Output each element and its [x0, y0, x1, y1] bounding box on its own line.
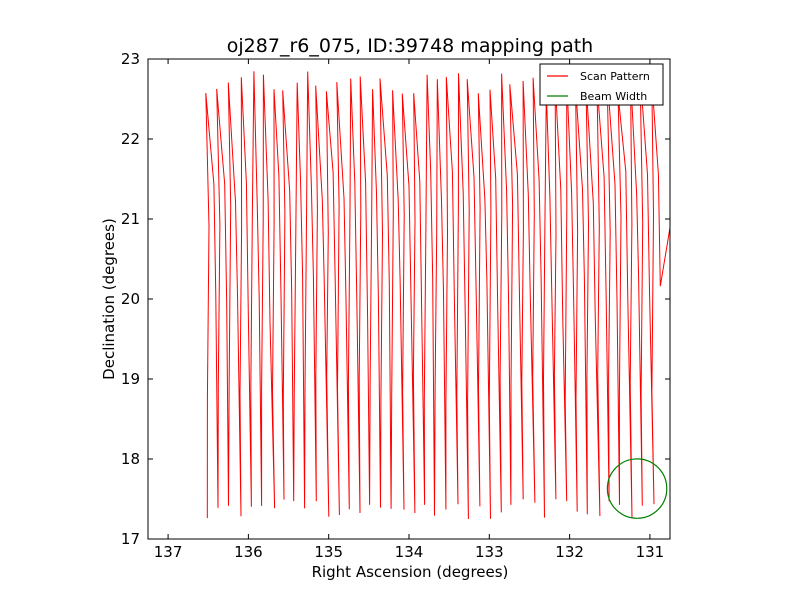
x-tick-label: 134 [395, 543, 424, 561]
x-ticks: 137 136 135 134 133 132 131 [154, 59, 664, 561]
x-tick-label: 135 [314, 543, 343, 561]
y-tick-label: 18 [121, 450, 140, 468]
y-tick-label: 21 [121, 210, 140, 228]
plot-area [205, 71, 670, 520]
y-tick-label: 20 [121, 290, 140, 308]
x-tick-label: 132 [555, 543, 584, 561]
y-tick-label: 17 [121, 530, 140, 548]
y-tick-label: 22 [121, 130, 140, 148]
chart-title: oj287_r6_075, ID:39748 mapping path [227, 35, 593, 57]
scan-pattern-line [205, 71, 670, 520]
y-ticks: 17 18 19 20 21 22 23 [121, 50, 670, 548]
x-tick-label: 131 [636, 543, 665, 561]
y-tick-label: 19 [121, 370, 140, 388]
scan-pattern-series [205, 71, 670, 520]
x-tick-label: 137 [154, 543, 183, 561]
legend-beam-label: Beam Width [580, 90, 647, 103]
beam-width-circle [606, 458, 668, 519]
legend-box [539, 63, 664, 106]
x-axis-label: Right Ascension (degrees) [312, 563, 509, 581]
y-axis-label: Declination (degrees) [100, 218, 118, 380]
x-tick-label: 136 [234, 543, 263, 561]
x-tick-label: 133 [475, 543, 504, 561]
legend-scan-label: Scan Pattern [580, 70, 650, 83]
y-tick-label: 23 [121, 50, 140, 68]
legend: Scan Pattern Beam Width [539, 63, 664, 106]
